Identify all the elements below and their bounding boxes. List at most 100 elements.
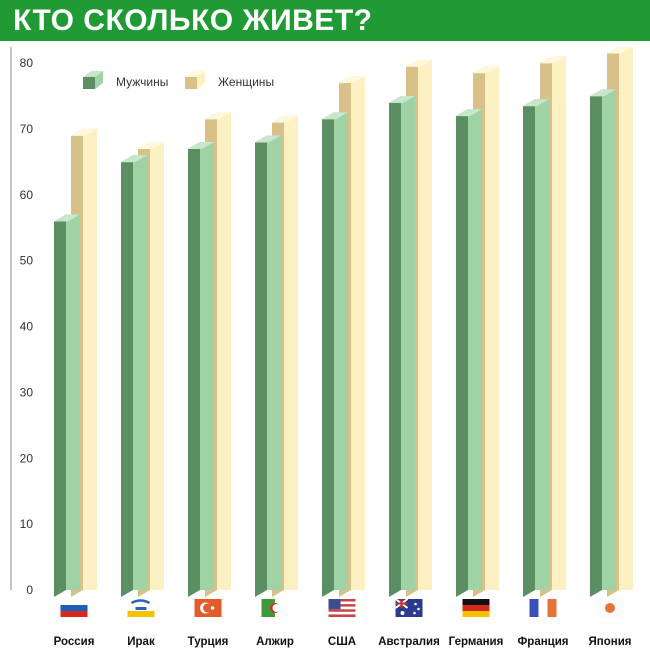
bar-men-top [188, 142, 214, 150]
canton [328, 599, 341, 610]
bar-men-top [322, 112, 348, 120]
y-tick-label: 80 [20, 56, 34, 70]
bar-women-front [351, 76, 365, 591]
bar-men-side [322, 112, 334, 597]
category-label: Австралия [378, 636, 440, 648]
field [261, 599, 275, 617]
bar-men-front [334, 112, 348, 590]
bar-women-front [217, 112, 231, 590]
y-tick-label: 70 [20, 122, 34, 136]
bar-men [54, 214, 80, 597]
bar-men-side [188, 142, 200, 598]
stripe [328, 601, 356, 605]
bar-men-top [389, 95, 415, 103]
flag-algeria-icon [261, 599, 289, 617]
bar-men [456, 109, 482, 598]
stripe [127, 599, 155, 605]
bar-men-front [267, 135, 281, 590]
bar-women-front [619, 46, 633, 590]
bar-women-top [473, 66, 499, 74]
bar-women-top [607, 46, 633, 54]
y-tick-label: 60 [20, 188, 34, 202]
stripe [328, 611, 356, 615]
bar-women-front [284, 115, 298, 590]
flag-russia-icon [60, 599, 88, 617]
stripe [328, 614, 356, 617]
crescent-cut [203, 603, 212, 613]
bar-women-top [406, 59, 432, 67]
legend-swatch-front [197, 71, 205, 89]
stripe [60, 599, 88, 605]
stripe [547, 599, 557, 617]
stripe [462, 599, 490, 605]
chart-title: КТО СКОЛЬКО ЖИВЕТ? [13, 4, 373, 37]
y-tick-label: 30 [20, 385, 34, 399]
legend-label: Женщины [218, 75, 274, 89]
flag-turkey-icon [194, 599, 222, 617]
category-label: Россия [54, 636, 95, 648]
flag-australia-icon [394, 598, 423, 617]
bar-men-side [456, 109, 468, 598]
y-tick-label: 50 [20, 254, 34, 268]
bar-men-front [66, 214, 80, 590]
stripe [127, 611, 155, 617]
bar-men [322, 112, 348, 597]
bar-men-front [468, 109, 482, 591]
stripe [529, 599, 539, 617]
legend-swatch-side [83, 77, 95, 89]
bar-men-top [523, 99, 549, 107]
bar-men [255, 135, 281, 597]
bar-men [389, 95, 415, 597]
legend-swatch-top [185, 71, 205, 77]
field [275, 599, 289, 617]
legend-label: Мужчины [116, 75, 168, 89]
bar-women-top [138, 142, 164, 150]
category-label: Алжир [256, 636, 294, 648]
stripe [328, 604, 356, 607]
sun [605, 603, 615, 613]
legend: Мужчины Женщины [83, 71, 274, 89]
star [417, 607, 420, 611]
category-label: Турция [188, 636, 229, 648]
y-tick-label: 0 [26, 583, 33, 597]
bar-women-top [272, 115, 298, 123]
legend-swatch-front [95, 71, 103, 89]
star [413, 611, 416, 615]
legend-swatch-top [83, 71, 103, 77]
legend-swatch-side [185, 77, 197, 89]
bar-women-front [485, 66, 499, 590]
category-labels: Россия Ирак Турция Алжир США Австралия Германи… [54, 636, 632, 648]
flag-france-icon [529, 599, 557, 617]
category-label: Франция [517, 636, 568, 648]
category-label: США [328, 636, 356, 648]
bar-men-front [200, 142, 214, 591]
stripe [462, 611, 490, 617]
stripe [328, 599, 356, 602]
stripe [538, 599, 548, 617]
bar-men [523, 99, 549, 597]
star [210, 606, 215, 610]
bar-women-front [418, 59, 432, 591]
title-bar: КТО СКОЛЬКО ЖИВЕТ? [0, 0, 650, 41]
bar-men-front [602, 89, 616, 590]
bar-men-top [121, 155, 147, 163]
bar-women-top [339, 76, 365, 84]
bar-men-side [255, 135, 267, 597]
bar-women-top [540, 56, 566, 64]
bar-men-top [590, 89, 616, 97]
flag-japan-icon [596, 599, 624, 617]
bar-women-front [83, 128, 97, 590]
y-axis: 0 10 20 30 40 50 60 70 80 [10, 47, 34, 597]
union-cross [395, 602, 408, 605]
bar-men-top [54, 214, 80, 222]
bar-men [188, 142, 214, 598]
category-label: Германия [449, 636, 504, 648]
bar-men-side [54, 214, 66, 597]
bar-women-top [71, 128, 97, 136]
bar-men-side [523, 99, 535, 597]
bar-women-top [205, 112, 231, 120]
stripe [328, 609, 356, 612]
bar-men [590, 89, 616, 597]
emblem [130, 599, 151, 605]
crescent-cut [272, 604, 281, 612]
